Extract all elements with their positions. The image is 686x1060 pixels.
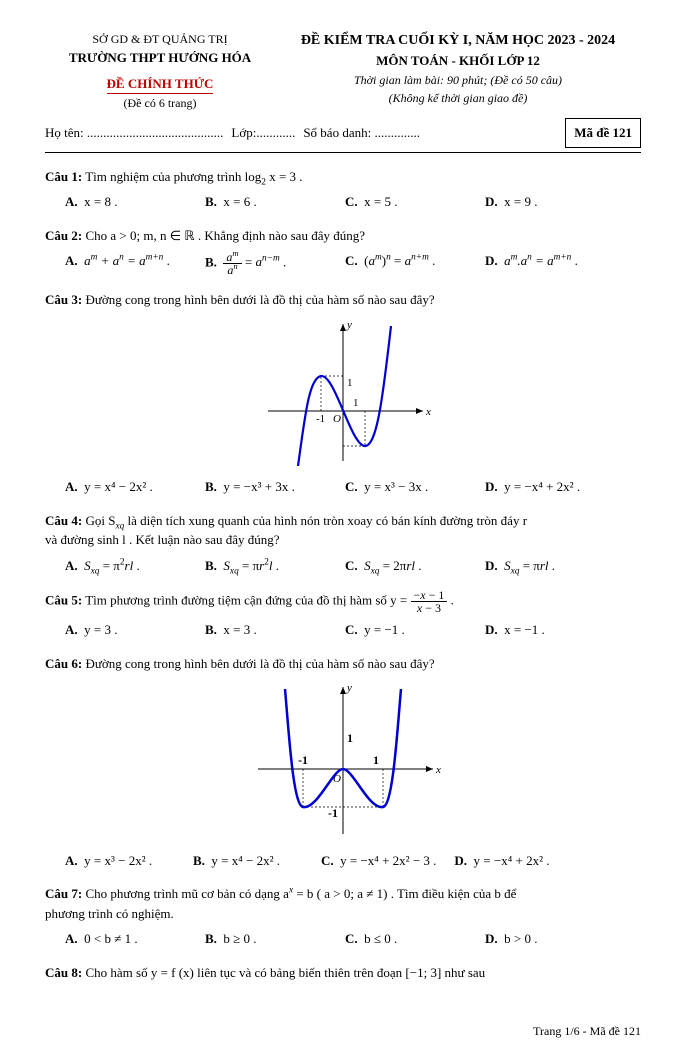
question-7: Câu 7: Cho phương trình mũ cơ bản có dạn… bbox=[45, 884, 641, 949]
q4-label: Câu 4: bbox=[45, 513, 82, 528]
id-label: Số báo danh: .............. bbox=[303, 123, 420, 143]
q6-figure: x y O -1 1 1 -1 bbox=[45, 679, 641, 845]
question-2: Câu 2: Cho a > 0; m, n ∈ ℝ . Khẳng định … bbox=[45, 226, 641, 277]
q7-label: Câu 7: bbox=[45, 886, 82, 901]
q3-figure: x y O -1 1 1 bbox=[45, 316, 641, 472]
exam-title-2: MÔN TOÁN - KHỐI LỚP 12 bbox=[275, 51, 641, 71]
exam-note: (Không kể thời gian giao đề) bbox=[275, 89, 641, 107]
svg-text:x: x bbox=[435, 764, 441, 776]
q1-opt-d: D. x = 9 . bbox=[485, 192, 595, 212]
student-info-row: Họ tên: ................................… bbox=[45, 118, 641, 153]
svg-text:-1: -1 bbox=[316, 413, 325, 425]
q5-opt-a: A. y = 3 . bbox=[65, 620, 175, 640]
q6-options: A. y = x³ − 2x² . B. y = x⁴ − 2x² . C. y… bbox=[65, 851, 641, 871]
q4-opt-a: A. Sxq = π2rl . bbox=[65, 556, 175, 576]
svg-text:1: 1 bbox=[347, 377, 353, 389]
svg-text:x: x bbox=[425, 406, 431, 418]
q3-opt-a: A. y = x⁴ − 2x² . bbox=[65, 477, 175, 497]
question-5: Câu 5: Tìm phương trình đường tiệm cận đ… bbox=[45, 589, 641, 640]
exam-code-box: Mã đề 121 bbox=[565, 118, 641, 148]
q2-label: Câu 2: bbox=[45, 228, 82, 243]
q6-opt-d: D. y = −x⁴ + 2x² . bbox=[454, 851, 564, 871]
svg-text:O: O bbox=[333, 413, 341, 425]
q2-opt-a: A. am + an = am+n . bbox=[65, 251, 175, 276]
exam-title-1: ĐỀ KIỂM TRA CUỐI KỲ I, NĂM HỌC 2023 - 20… bbox=[275, 30, 641, 51]
q1-options: A. x = 8 . B. x = 6 . C. x = 5 . D. x = … bbox=[65, 192, 641, 212]
svg-text:1: 1 bbox=[353, 397, 359, 409]
q6-label: Câu 6: bbox=[45, 656, 82, 671]
q7-opt-b: B. b ≥ 0 . bbox=[205, 929, 315, 949]
q5-opt-c: C. y = −1 . bbox=[345, 620, 455, 640]
q5-opt-b: B. x = 3 . bbox=[205, 620, 315, 640]
q1-opt-a: A. x = 8 . bbox=[65, 192, 175, 212]
q3-opt-b: B. y = −x³ + 3x . bbox=[205, 477, 315, 497]
q1-text-a: Tìm nghiệm của phương trình log bbox=[85, 169, 261, 184]
class-label: Lớp:............ bbox=[231, 123, 295, 143]
svg-text:1: 1 bbox=[373, 753, 379, 767]
q1-label: Câu 1: bbox=[45, 169, 82, 184]
header-block: SỞ GD & ĐT QUẢNG TRỊ TRƯỜNG THPT HƯỚNG H… bbox=[45, 30, 641, 112]
question-6: Câu 6: Đường cong trong hình bên dưới là… bbox=[45, 654, 641, 871]
q3-text: Đường cong trong hình bên dưới là đồ thị… bbox=[85, 292, 434, 307]
q4-options: A. Sxq = π2rl . B. Sxq = πr2l . C. Sxq =… bbox=[65, 556, 641, 576]
question-1: Câu 1: Tìm nghiệm của phương trình log2 … bbox=[45, 167, 641, 212]
q7-options: A. 0 < b ≠ 1 . B. b ≥ 0 . C. b ≤ 0 . D. … bbox=[65, 929, 641, 949]
q3-label: Câu 3: bbox=[45, 292, 82, 307]
q2-options: A. am + an = am+n . B. aman = an−m . C. … bbox=[65, 251, 641, 276]
q4-opt-c: C. Sxq = 2πrl . bbox=[345, 556, 455, 576]
q1-opt-b: B. x = 6 . bbox=[205, 192, 315, 212]
cubic-graph-svg: x y O -1 1 1 bbox=[253, 316, 433, 466]
q4-text-1: Gọi S bbox=[85, 513, 115, 528]
header-left: SỞ GD & ĐT QUẢNG TRỊ TRƯỜNG THPT HƯỚNG H… bbox=[45, 30, 275, 112]
q3-opt-d: D. y = −x⁴ + 2x² . bbox=[485, 477, 595, 497]
q6-opt-b: B. y = x⁴ − 2x² . bbox=[193, 851, 303, 871]
q4-text-3: và đường sinh l . Kết luận nào sau đây đ… bbox=[45, 530, 641, 550]
q2-text: Cho a > 0; m, n ∈ ℝ . Khẳng định nào sau… bbox=[85, 228, 365, 243]
svg-text:y: y bbox=[346, 682, 352, 694]
q2-opt-c: C. (am)n = an+m . bbox=[345, 251, 455, 276]
question-3: Câu 3: Đường cong trong hình bên dưới là… bbox=[45, 290, 641, 497]
q2-opt-b: B. aman = an−m . bbox=[205, 251, 315, 276]
q3-options: A. y = x⁴ − 2x² . B. y = −x³ + 3x . C. y… bbox=[65, 477, 641, 497]
q4-opt-d: D. Sxq = πrl . bbox=[485, 556, 595, 576]
exam-time: Thời gian làm bài: 90 phút; (Đề có 50 câ… bbox=[275, 71, 641, 89]
org-line-1: SỞ GD & ĐT QUẢNG TRỊ bbox=[45, 30, 275, 48]
q7-text-2: = b ( a > 0; a ≠ 1) . Tìm điều kiện của … bbox=[293, 886, 516, 901]
name-label: Họ tên: ................................… bbox=[45, 123, 223, 143]
q1-text-b: x = 3 . bbox=[266, 169, 303, 184]
official-label: ĐỀ CHÍNH THỨC bbox=[107, 74, 214, 95]
q2-opt-d: D. am.an = am+n . bbox=[485, 251, 595, 276]
page-footer: Trang 1/6 - Mã đề 121 bbox=[45, 1022, 641, 1040]
q7-opt-a: A. 0 < b ≠ 1 . bbox=[65, 929, 175, 949]
q4-opt-b: B. Sxq = πr2l . bbox=[205, 556, 315, 576]
q7-text-1: Cho phương trình mũ cơ bản có dạng a bbox=[85, 886, 288, 901]
svg-text:y: y bbox=[346, 319, 352, 331]
svg-text:-1: -1 bbox=[298, 753, 308, 767]
q8-text: Cho hàm số y = f (x) liên tục và có bảng… bbox=[85, 965, 485, 980]
q1-opt-c: C. x = 5 . bbox=[345, 192, 455, 212]
question-4: Câu 4: Gọi Sxq là diện tích xung quanh c… bbox=[45, 511, 641, 576]
q5-label: Câu 5: bbox=[45, 592, 82, 607]
header-right: ĐỀ KIỂM TRA CUỐI KỲ I, NĂM HỌC 2023 - 20… bbox=[275, 30, 641, 112]
svg-text:-1: -1 bbox=[328, 806, 338, 820]
q8-label: Câu 8: bbox=[45, 965, 82, 980]
pages-note: (Đề có 6 trang) bbox=[45, 94, 275, 112]
quartic-graph-svg: x y O -1 1 1 -1 bbox=[243, 679, 443, 839]
q5-text: Tìm phương trình đường tiệm cận đứng của… bbox=[85, 592, 410, 607]
q6-opt-c: C. y = −x⁴ + 2x² − 3 . bbox=[321, 851, 436, 871]
q3-opt-c: C. y = x³ − 3x . bbox=[345, 477, 455, 497]
svg-text:1: 1 bbox=[347, 731, 353, 745]
q5-opt-d: D. x = −1 . bbox=[485, 620, 595, 640]
q7-opt-d: D. b > 0 . bbox=[485, 929, 595, 949]
q7-opt-c: C. b ≤ 0 . bbox=[345, 929, 455, 949]
q4-text-2: là diện tích xung quanh của hình nón trò… bbox=[124, 513, 527, 528]
q6-text: Đường cong trong hình bên dưới là đồ thị… bbox=[85, 656, 434, 671]
q6-opt-a: A. y = x³ − 2x² . bbox=[65, 851, 175, 871]
question-8: Câu 8: Cho hàm số y = f (x) liên tục và … bbox=[45, 963, 641, 983]
q5-options: A. y = 3 . B. x = 3 . C. y = −1 . D. x =… bbox=[65, 620, 641, 640]
q7-text-3: phương trình có nghiệm. bbox=[45, 904, 641, 924]
org-line-2: TRƯỜNG THPT HƯỚNG HÓA bbox=[45, 48, 275, 68]
